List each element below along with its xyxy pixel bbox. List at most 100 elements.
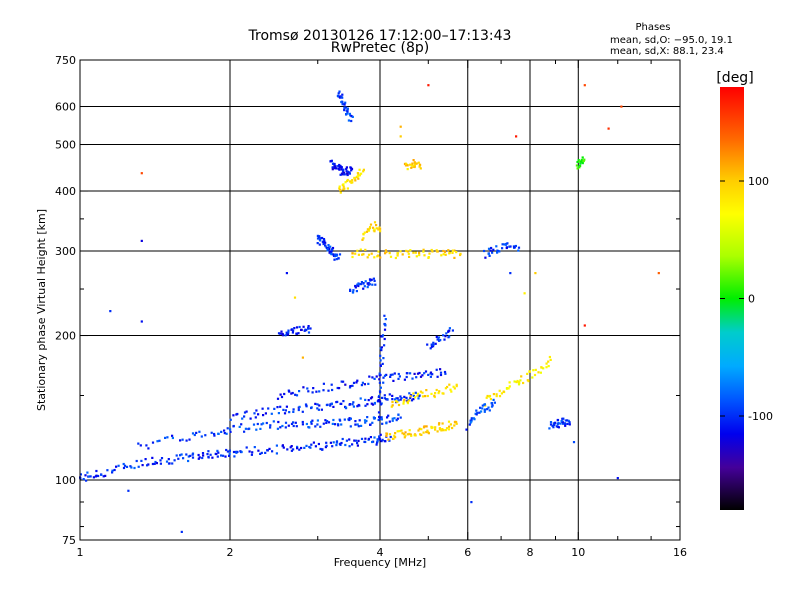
data-point (396, 254, 399, 257)
data-point (346, 170, 349, 173)
data-point (318, 390, 321, 393)
data-point (428, 252, 431, 255)
data-point (206, 453, 209, 456)
data-point (302, 386, 305, 389)
data-point (357, 253, 360, 256)
data-point (408, 399, 411, 402)
data-point (419, 390, 422, 393)
data-point (378, 417, 381, 420)
data-point (343, 109, 346, 112)
data-point (448, 329, 451, 332)
data-point (479, 406, 482, 409)
data-point (293, 296, 297, 299)
data-point (241, 417, 244, 420)
data-point (379, 230, 382, 233)
colorbar-tick-label: 0 (748, 293, 755, 306)
data-point (222, 454, 225, 457)
data-point (97, 474, 100, 478)
data-point (339, 191, 342, 194)
data-point (436, 375, 439, 378)
data-point (411, 162, 414, 165)
data-point (201, 456, 204, 460)
data-point (490, 246, 493, 250)
data-point (438, 427, 441, 430)
data-point (357, 425, 360, 428)
data-point (616, 477, 619, 480)
data-point (581, 162, 584, 165)
data-point (373, 377, 376, 380)
data-point (287, 331, 290, 334)
data-point (366, 286, 369, 289)
data-point (366, 403, 369, 406)
data-point (369, 423, 372, 426)
x-tick-label: 10 (571, 546, 585, 559)
data-point (300, 446, 303, 450)
data-point (307, 326, 310, 329)
data-point (345, 106, 348, 109)
data-point (379, 354, 382, 357)
data-point (413, 372, 416, 375)
data-point (375, 375, 378, 378)
data-point (470, 420, 473, 423)
data-point (397, 372, 400, 376)
data-point (385, 250, 388, 254)
data-point (426, 429, 429, 432)
data-point (188, 438, 191, 441)
data-point (384, 252, 387, 255)
data-point (140, 459, 143, 462)
data-point (193, 433, 196, 437)
data-point (345, 166, 348, 169)
x-tick-label: 16 (673, 546, 687, 559)
stats-x: mean, sd,X: 88.1, 23.4 (610, 46, 724, 57)
data-point (583, 158, 586, 161)
data-point (290, 328, 293, 331)
data-point (322, 382, 325, 385)
data-point (401, 253, 404, 256)
data-point (330, 383, 333, 386)
data-point (307, 390, 310, 393)
data-point (388, 252, 391, 255)
data-point (348, 171, 351, 174)
data-point (532, 369, 535, 372)
y-tick-label: 600 (55, 101, 76, 114)
data-point (607, 127, 610, 130)
plot-frame (79, 59, 681, 541)
data-point (330, 248, 334, 251)
data-point (333, 258, 336, 261)
data-point (288, 411, 291, 414)
data-point (393, 417, 396, 420)
data-point (448, 335, 451, 338)
data-point (488, 254, 491, 257)
data-point (540, 366, 543, 369)
data-point (279, 405, 282, 408)
data-point (579, 162, 582, 165)
data-point (383, 397, 386, 400)
data-point (435, 388, 438, 392)
data-point (360, 172, 363, 175)
data-point (424, 370, 428, 373)
data-point (380, 416, 383, 419)
data-point (140, 239, 143, 242)
data-point (280, 395, 284, 399)
data-point (331, 253, 334, 256)
data-point (620, 105, 623, 108)
data-point (385, 434, 388, 437)
data-point (382, 376, 385, 379)
data-point (291, 391, 294, 395)
data-point (332, 441, 335, 444)
data-point (337, 424, 340, 427)
data-point (324, 241, 327, 244)
data-point (383, 314, 386, 317)
data-point (405, 375, 408, 379)
data-point (368, 278, 372, 281)
data-point (440, 429, 443, 432)
data-point (402, 433, 406, 436)
data-point (509, 272, 512, 275)
data-point (342, 183, 345, 186)
data-point (198, 430, 201, 433)
data-point (364, 404, 367, 407)
data-point (379, 359, 382, 362)
data-point (378, 438, 381, 441)
data-point (399, 135, 402, 138)
